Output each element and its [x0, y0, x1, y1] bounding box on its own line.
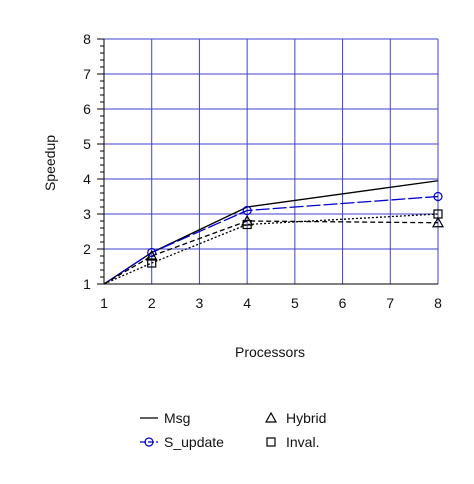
- data-point-square: [242, 219, 252, 230]
- x-tick-label: 2: [148, 295, 156, 311]
- legend-item: Msg: [140, 410, 190, 426]
- legend-marker-triangle: [264, 411, 278, 423]
- y-tick-label: 1: [83, 276, 91, 292]
- series-markers: [145, 191, 445, 268]
- data-point-circle: [242, 205, 252, 216]
- legend: Msg S_update Hybrid Inval.: [140, 410, 326, 450]
- data-point-triangle: [431, 216, 445, 228]
- legend-label: Msg: [164, 410, 190, 426]
- x-tick-label: 7: [386, 295, 394, 311]
- legend-marker-circle: [144, 437, 154, 447]
- data-point-square: [433, 209, 443, 219]
- series-line-msg: [103, 180, 439, 285]
- legend-item: Inval.: [266, 434, 319, 450]
- series-line-hybrid: [103, 220, 439, 285]
- data-point-triangle: [145, 249, 158, 261]
- series-lines: [103, 180, 439, 285]
- series-line-s-update: [103, 195, 439, 285]
- x-tick-label: 4: [243, 295, 251, 311]
- legend-label: Inval.: [286, 434, 319, 450]
- axis-labels: Processors Speedup: [42, 135, 305, 360]
- grid: [103, 38, 439, 285]
- legend-marker-square: [266, 437, 276, 447]
- x-tick-label: 5: [291, 295, 299, 311]
- data-point-circle: [433, 191, 443, 202]
- x-tick-label: 8: [434, 295, 442, 311]
- y-tick-label: 3: [83, 206, 91, 222]
- legend-item: S_update: [140, 434, 224, 450]
- y-axis-title: Speedup: [42, 135, 58, 191]
- data-point-square: [147, 258, 157, 268]
- legend-label: Hybrid: [286, 410, 326, 426]
- y-tick-label: 7: [83, 66, 91, 82]
- y-tick-label: 8: [83, 31, 91, 47]
- axes: 1 2 3 4 5 6 7 8 1 2 3 4 5 6 7 8: [83, 31, 442, 311]
- legend-item: Hybrid: [264, 410, 326, 426]
- x-tick-label: 3: [196, 295, 204, 311]
- y-tick-label: 2: [83, 241, 91, 257]
- x-axis-title: Processors: [235, 344, 305, 360]
- y-tick-label: 6: [83, 101, 91, 117]
- data-point-circle: [147, 247, 157, 258]
- x-tick-label: 6: [339, 295, 347, 311]
- y-tick-label: 4: [83, 171, 91, 187]
- x-tick-label: 1: [100, 295, 108, 311]
- legend-label: S_update: [164, 434, 224, 450]
- y-tick-label: 5: [83, 136, 91, 152]
